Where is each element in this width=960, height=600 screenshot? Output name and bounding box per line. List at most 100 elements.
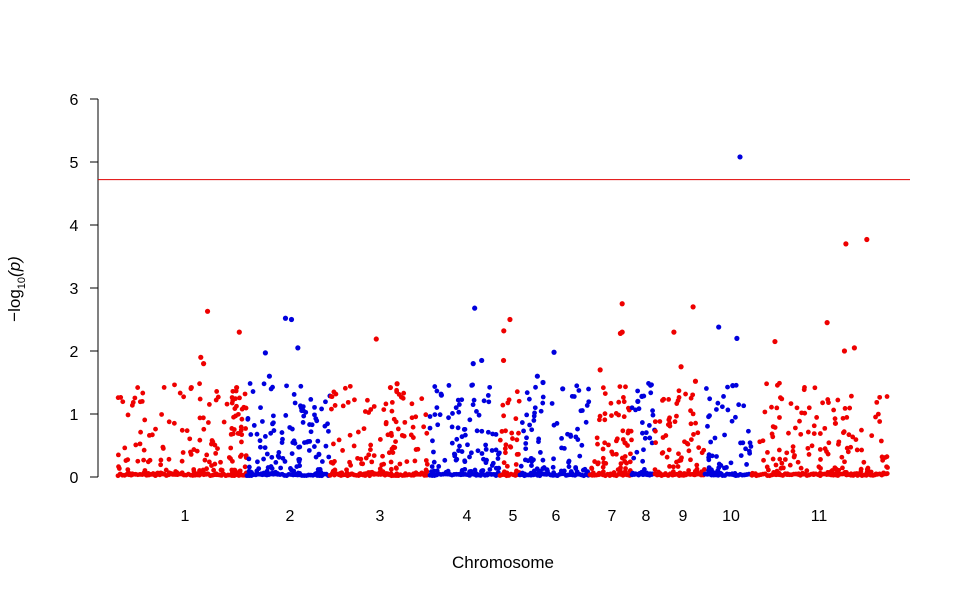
snp-point	[608, 400, 614, 406]
snp-point	[180, 450, 186, 455]
snp-point	[639, 469, 645, 475]
snp-point	[490, 431, 496, 437]
snp-point	[245, 416, 251, 422]
snp-point	[527, 422, 533, 428]
snp-point	[432, 412, 438, 418]
snp-point	[744, 462, 749, 467]
snp-point	[462, 432, 468, 438]
snp-point	[123, 458, 129, 463]
snp-point	[531, 457, 536, 463]
snp-point	[224, 401, 230, 407]
snp-point	[524, 412, 530, 418]
snp-point	[688, 395, 694, 401]
snp-peak-point	[690, 304, 696, 310]
snp-point	[400, 395, 406, 401]
snp-point	[595, 460, 601, 466]
snp-peak-point	[500, 357, 507, 364]
snp-point	[814, 415, 820, 420]
snp-point	[228, 431, 234, 437]
chromosome-label: 1	[181, 508, 190, 525]
snp-point	[298, 383, 304, 389]
snp-point	[357, 471, 363, 476]
snp-point	[510, 436, 515, 441]
snp-point	[331, 471, 337, 477]
snp-point	[522, 457, 528, 463]
snp-point	[629, 437, 634, 443]
snp-point	[686, 448, 692, 454]
snp-point	[652, 419, 658, 425]
snp-point	[212, 461, 218, 467]
snp-point	[659, 450, 665, 456]
snp-point	[602, 411, 608, 417]
snp-point	[602, 440, 608, 446]
snp-peak-point	[198, 354, 204, 360]
snp-point	[590, 470, 596, 476]
snp-point	[497, 437, 503, 443]
snp-peak-point	[551, 349, 557, 355]
snp-point	[385, 432, 391, 438]
snp-point	[347, 383, 353, 389]
snp-point	[304, 439, 310, 445]
snp-point	[432, 384, 438, 389]
snp-point	[769, 404, 774, 410]
snp-point	[270, 413, 276, 419]
snp-point	[215, 394, 221, 400]
snp-point	[484, 457, 489, 463]
snp-point	[621, 414, 627, 420]
data-points	[115, 154, 890, 479]
snp-point	[772, 425, 778, 430]
snp-point	[423, 458, 429, 463]
snp-point	[505, 400, 511, 406]
snp-point	[707, 413, 712, 419]
snp-point	[371, 453, 377, 458]
snp-point	[221, 419, 227, 425]
snp-point	[840, 465, 845, 471]
snp-point	[421, 424, 427, 430]
snp-peak-point	[479, 357, 485, 364]
snp-point	[218, 467, 224, 473]
snp-point	[363, 455, 369, 461]
snp-point	[268, 471, 274, 477]
snp-peak-point	[851, 345, 857, 351]
snp-point	[332, 467, 338, 473]
snp-point	[752, 471, 758, 477]
snp-point	[854, 471, 860, 476]
snp-point	[133, 442, 139, 448]
snp-point	[618, 469, 624, 475]
snp-point	[884, 471, 890, 476]
snp-point	[331, 389, 337, 395]
snp-point	[474, 471, 479, 477]
snp-point	[787, 462, 793, 468]
snp-point	[500, 402, 506, 408]
snp-point	[246, 464, 252, 470]
snp-point	[625, 405, 631, 411]
snp-point	[146, 432, 152, 438]
snp-point	[622, 470, 627, 475]
snp-peak-point	[635, 398, 641, 404]
snp-point	[559, 435, 564, 441]
snp-point	[434, 388, 440, 394]
snp-point	[616, 412, 621, 418]
snp-point	[243, 453, 249, 459]
snp-point	[279, 440, 285, 445]
y-tick-label: 0	[70, 470, 79, 487]
snp-point	[413, 447, 419, 452]
snp-peak-point	[841, 348, 848, 354]
snp-point	[650, 408, 655, 414]
snp-point	[858, 466, 864, 472]
snp-point	[706, 457, 712, 463]
snp-point	[597, 413, 603, 419]
snp-point	[671, 464, 676, 470]
snp-point	[652, 467, 658, 472]
snp-point	[270, 421, 275, 427]
snp-point	[559, 445, 564, 451]
snp-point	[450, 411, 455, 416]
snp-point	[467, 454, 472, 460]
snp-point	[435, 422, 441, 428]
snp-point	[796, 471, 802, 477]
snp-peak-point	[716, 324, 722, 330]
snp-point	[869, 433, 875, 439]
snp-point	[566, 458, 572, 464]
snp-point	[446, 415, 451, 421]
snp-point	[729, 418, 735, 424]
